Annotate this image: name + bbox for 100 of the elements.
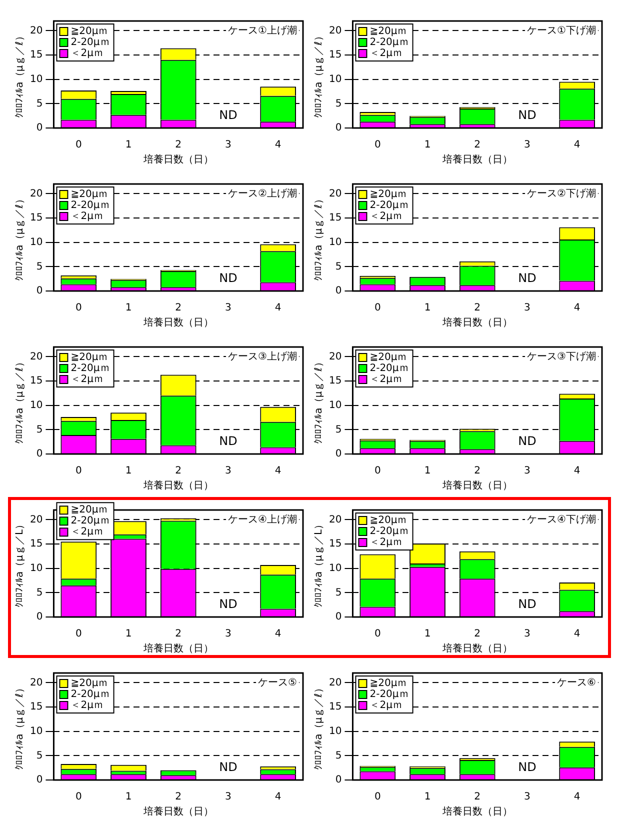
annotation: ケース①上げ潮 [228,24,297,36]
y-tick-label: 0 [36,612,43,623]
x-tick-label: 4 [274,792,282,803]
y-tick-label: 15 [30,50,43,61]
legend-label: ≧20μｍ [370,515,408,526]
y-tick-label: 20 [328,677,342,688]
y-axis-title: ｸﾛﾛﾌｨﾙa（μｇ／ℓ） [14,31,26,118]
x-tick-label: 2 [175,628,182,640]
y-tick-label: 10 [30,726,43,737]
y-tick-label: 5 [335,587,342,598]
x-tick-label: 0 [374,466,381,477]
legend-label: ＜2μｍ [70,211,104,222]
legend-label: ≧20μｍ [70,352,108,364]
y-axis-title: ｸﾛﾛﾌｨﾙa（μｇ／ℓ） [14,683,26,770]
y-tick-label: 20 [30,677,43,688]
legend-label: ＜2μｍ [370,537,402,548]
y-tick-label: 15 [328,702,342,713]
x-tick-label: 0 [374,302,381,314]
y-axis-title: ｸﾛﾛﾌｨﾙa（μｇ／ℓ） [14,194,26,281]
y-tick-label: 5 [335,98,342,110]
x-tick-label: 1 [125,628,132,640]
x-tick-label: 2 [474,466,481,477]
y-tick-label: 0 [36,448,43,460]
x-tick-label: 1 [424,466,431,477]
x-tick-label: 3 [225,466,232,477]
x-tick-label: 2 [175,302,182,314]
x-tick-label: 4 [574,466,580,477]
y-tick-label: 0 [335,612,342,623]
annotation: ND [518,434,536,448]
y-tick-label: 20 [328,351,342,362]
x-axis-title: 培養日数（日） [142,316,214,329]
x-axis-title: 培養日数（日） [441,316,512,329]
legend-label: ＜2μｍ [370,700,402,712]
y-tick-label: 20 [328,188,342,200]
y-tick-label: 10 [30,562,43,574]
x-tick-label: 0 [75,628,82,640]
x-tick-label: 3 [524,628,530,640]
y-tick-label: 10 [30,400,43,411]
legend-label: 2-20μｍ [370,363,409,374]
x-tick-label: 3 [524,792,530,803]
x-tick-label: 4 [274,628,282,640]
x-tick-label: 2 [175,466,182,477]
x-tick-label: 0 [75,140,82,151]
x-tick-label: 1 [125,140,132,151]
x-tick-label: 0 [374,792,381,803]
x-axis-title: 培養日数（日） [441,642,512,655]
x-axis-title: 培養日数（日） [142,806,214,818]
annotation: ケース⑥ [557,677,596,688]
y-tick-label: 20 [30,25,43,36]
x-axis-title: 培養日数（日） [142,642,214,655]
y-tick-label: 15 [328,212,342,224]
annotation: ND [219,760,238,774]
x-tick-label: 2 [474,140,481,151]
y-tick-label: 5 [36,261,43,272]
x-tick-label: 4 [574,628,580,640]
x-tick-label: 2 [175,140,182,151]
legend-label: 2-20μｍ [370,526,409,538]
y-axis-title: ｸﾛﾛﾌｨﾙa（μｇ／L） [314,519,325,608]
y-tick-label: 20 [328,25,342,36]
y-tick-label: 10 [30,236,43,248]
y-axis-title: ｸﾛﾛﾌｨﾙa（μｇ／ℓ） [14,357,26,444]
legend-label: 2-20μｍ [70,363,110,374]
annotation: ケース④上げ潮 [228,513,297,526]
y-tick-label: 10 [328,236,342,248]
annotation: ケース⑤ [258,677,298,688]
y-tick-label: 0 [335,286,342,297]
annotation: ND [518,271,536,286]
legend-label: 2-20μｍ [370,200,409,212]
legend-label: ＜2μｍ [370,48,402,60]
legend-label: ≧20μｍ [70,26,108,38]
y-axis-title: ｸﾛﾛﾌｨﾙa（μｇ／ℓ） [314,194,325,281]
y-tick-label: 5 [36,750,43,762]
y-tick-label: 5 [36,587,43,598]
x-axis-title: 培養日数（日） [441,806,512,818]
annotation: ND [518,108,536,122]
x-tick-label: 1 [424,792,431,803]
legend-label: ≧20μｍ [370,678,408,690]
y-axis-title: ｸﾛﾛﾌｨﾙa（μｇ／ℓ） [314,357,325,444]
annotation: ケース②上げ潮 [228,187,297,200]
legend-label: ≧20μｍ [370,352,408,364]
y-tick-label: 10 [328,562,342,574]
x-tick-label: 3 [225,628,232,640]
x-tick-label: 1 [424,140,431,151]
legend-label: ≧20μｍ [70,504,108,516]
y-tick-label: 0 [36,286,43,297]
legend-label: ＜2μｍ [370,211,402,222]
annotation: ND [219,597,238,612]
x-tick-label: 4 [274,466,282,477]
y-tick-label: 10 [328,400,342,411]
annotation: ケース③上げ潮 [228,350,297,362]
y-tick-label: 15 [30,538,43,550]
y-tick-label: 20 [30,514,43,526]
legend-label: 2-20μｍ [70,689,110,700]
x-tick-label: 0 [75,302,82,314]
annotation: ND [518,597,536,612]
y-tick-label: 5 [335,750,342,762]
legend-label: ＜2μｍ [70,526,104,538]
y-tick-label: 20 [30,188,43,200]
legend-label: ＜2μｍ [70,48,104,60]
x-tick-label: 0 [75,792,82,803]
